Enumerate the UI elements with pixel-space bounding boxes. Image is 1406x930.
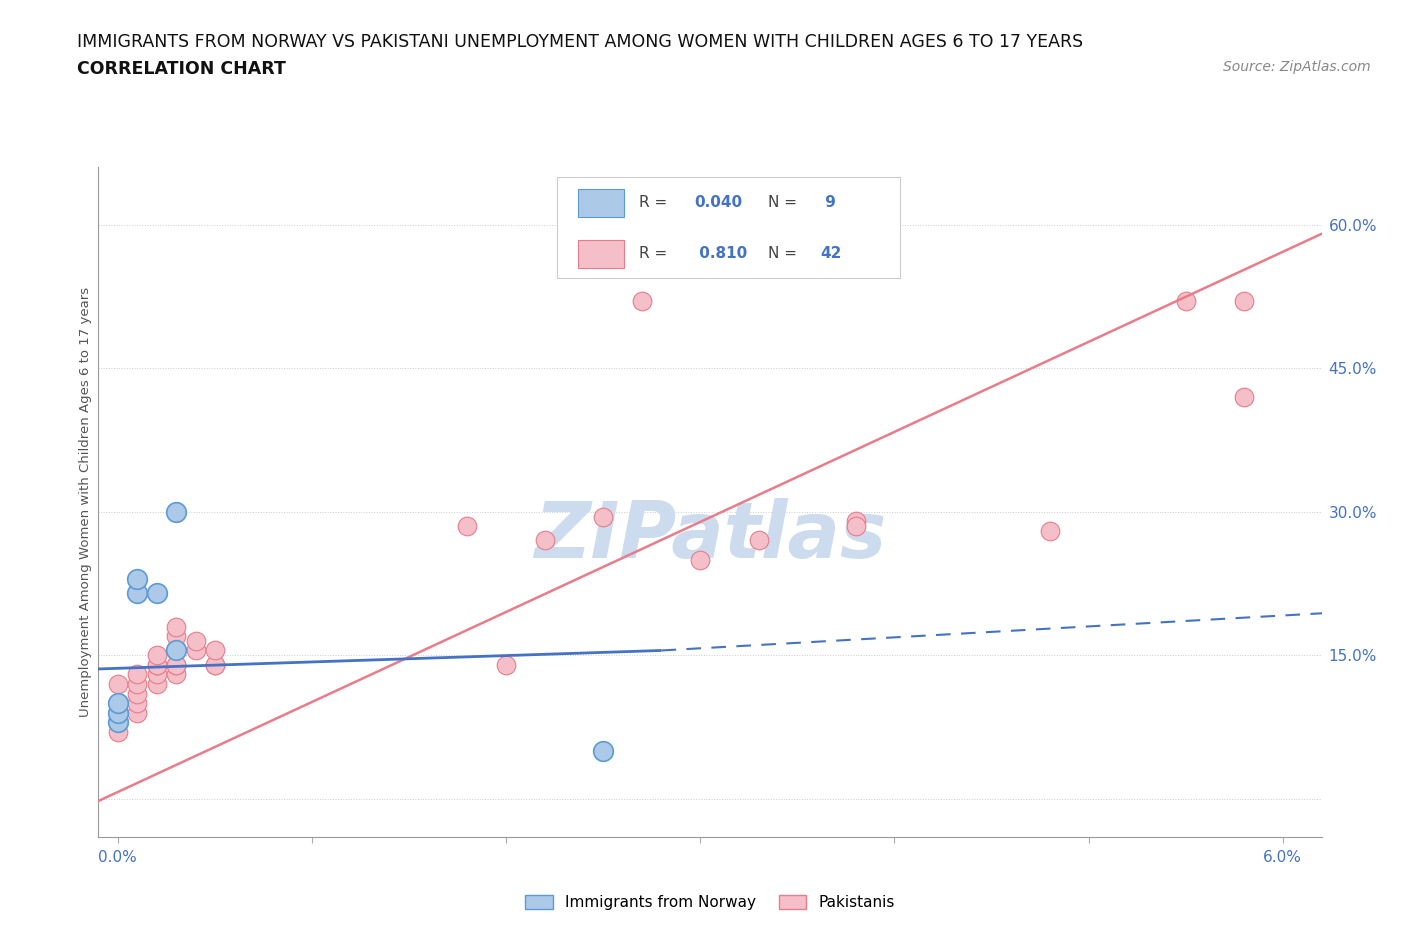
Point	[204, 658, 226, 672]
Text: ZIPatlas: ZIPatlas	[534, 498, 886, 574]
Point	[145, 667, 167, 682]
Point	[204, 658, 226, 672]
FancyBboxPatch shape	[557, 178, 900, 278]
Point	[107, 715, 129, 730]
Point	[631, 294, 654, 309]
Point	[165, 504, 187, 519]
Point	[107, 696, 129, 711]
Point	[592, 743, 614, 758]
Text: N =: N =	[768, 246, 801, 261]
Point	[592, 509, 614, 524]
Point	[748, 533, 770, 548]
Point	[145, 658, 167, 672]
Point	[107, 705, 129, 720]
FancyBboxPatch shape	[578, 240, 624, 268]
Point	[689, 552, 711, 567]
Point	[127, 705, 149, 720]
Point	[1174, 294, 1197, 309]
Point	[165, 643, 187, 658]
Text: 0.810: 0.810	[695, 246, 748, 261]
Point	[107, 705, 129, 720]
Text: Source: ZipAtlas.com: Source: ZipAtlas.com	[1223, 60, 1371, 74]
Point	[204, 643, 226, 658]
Point	[184, 643, 207, 658]
Point	[1039, 524, 1062, 538]
Point	[107, 696, 129, 711]
Point	[165, 658, 187, 672]
Point	[495, 658, 517, 672]
Point	[107, 715, 129, 730]
Point	[165, 643, 187, 658]
Point	[127, 676, 149, 691]
Point	[165, 658, 187, 672]
Point	[127, 686, 149, 701]
Point	[145, 586, 167, 601]
Text: 0.040: 0.040	[695, 195, 742, 210]
Point	[127, 667, 149, 682]
Point	[534, 533, 557, 548]
Point	[1233, 294, 1256, 309]
Point	[127, 696, 149, 711]
Point	[145, 676, 167, 691]
Legend: Immigrants from Norway, Pakistanis: Immigrants from Norway, Pakistanis	[519, 889, 901, 916]
Text: IMMIGRANTS FROM NORWAY VS PAKISTANI UNEMPLOYMENT AMONG WOMEN WITH CHILDREN AGES : IMMIGRANTS FROM NORWAY VS PAKISTANI UNEM…	[77, 33, 1084, 50]
Text: N =: N =	[768, 195, 801, 210]
Point	[845, 514, 868, 529]
Text: R =: R =	[640, 195, 672, 210]
FancyBboxPatch shape	[578, 189, 624, 217]
Point	[107, 715, 129, 730]
Point	[107, 705, 129, 720]
Text: CORRELATION CHART: CORRELATION CHART	[77, 60, 287, 78]
Point	[127, 571, 149, 586]
Text: 9: 9	[820, 195, 837, 210]
Point	[127, 586, 149, 601]
Point	[107, 724, 129, 739]
Point	[107, 676, 129, 691]
Point	[145, 658, 167, 672]
Point	[456, 519, 478, 534]
Point	[1233, 390, 1256, 405]
Point	[165, 629, 187, 644]
Point	[145, 648, 167, 663]
Text: R =: R =	[640, 246, 672, 261]
Point	[165, 667, 187, 682]
Point	[165, 619, 187, 634]
Point	[845, 519, 868, 534]
Point	[107, 696, 129, 711]
Text: 42: 42	[820, 246, 842, 261]
Point	[184, 633, 207, 648]
Y-axis label: Unemployment Among Women with Children Ages 6 to 17 years: Unemployment Among Women with Children A…	[79, 287, 91, 717]
